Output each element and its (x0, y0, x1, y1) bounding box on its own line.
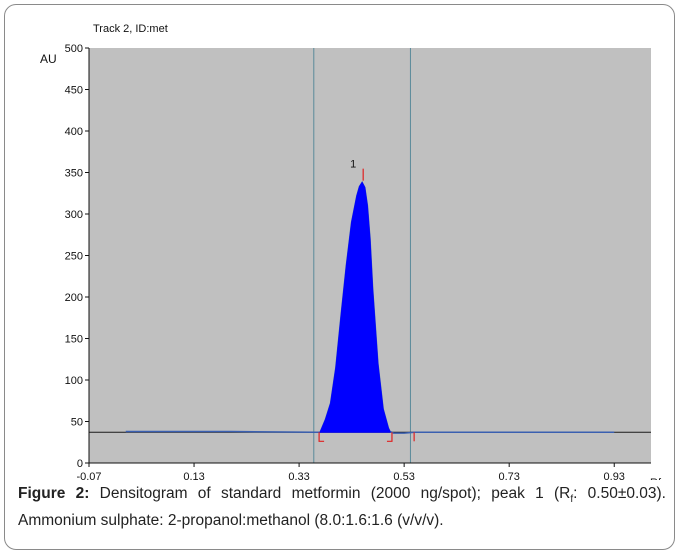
chart-title: Track 2, ID:met (93, 23, 168, 35)
x-tick-label-0.73: 0.73 (498, 471, 519, 480)
y-tick-label-50: 50 (71, 417, 83, 429)
caption-label: Figure 2: (18, 485, 90, 502)
y-tick-label-150: 150 (65, 334, 83, 346)
caption-text-part2: : 0.50±0.03). Ammonium sulphate: 2-propa… (18, 485, 666, 530)
peak-1-area (319, 181, 391, 433)
x-axis-label: Rf (650, 477, 662, 480)
peak-1-start-marker (318, 432, 325, 442)
densitogram-chart: Track 2, ID:met AU Rf 1 0 50 100 150 200 250 300 35… (40, 23, 662, 480)
y-axis-label: AU (40, 52, 57, 66)
y-tick-label-200: 200 (65, 292, 83, 304)
y-tick-label-0: 0 (77, 458, 83, 470)
peak-1-end-marker (386, 432, 393, 442)
x-tick-label-0.53: 0.53 (393, 471, 414, 480)
y-tick-label-350: 350 (65, 168, 83, 180)
caption-text-part1: Densitogram of standard metformin (2000 … (89, 485, 571, 502)
x-tick-label-0.33: 0.33 (288, 471, 309, 480)
caption-subscript: f (570, 494, 574, 506)
x-tick-label-0.93: 0.93 (604, 471, 625, 480)
x-tick-label-0.13: 0.13 (183, 471, 204, 480)
y-tick-label-450: 450 (65, 85, 83, 97)
figure-caption: Figure 2: Densitogram of standard metfor… (18, 483, 666, 531)
y-tick-label-300: 300 (65, 209, 83, 221)
y-tick-label-100: 100 (65, 375, 83, 387)
y-tick-label-400: 400 (65, 126, 83, 138)
x-tick-label--0.07: -0.07 (76, 471, 101, 480)
y-tick-label-500: 500 (65, 43, 83, 55)
y-tick-label-250: 250 (65, 251, 83, 263)
peak-1-label: 1 (350, 159, 356, 171)
